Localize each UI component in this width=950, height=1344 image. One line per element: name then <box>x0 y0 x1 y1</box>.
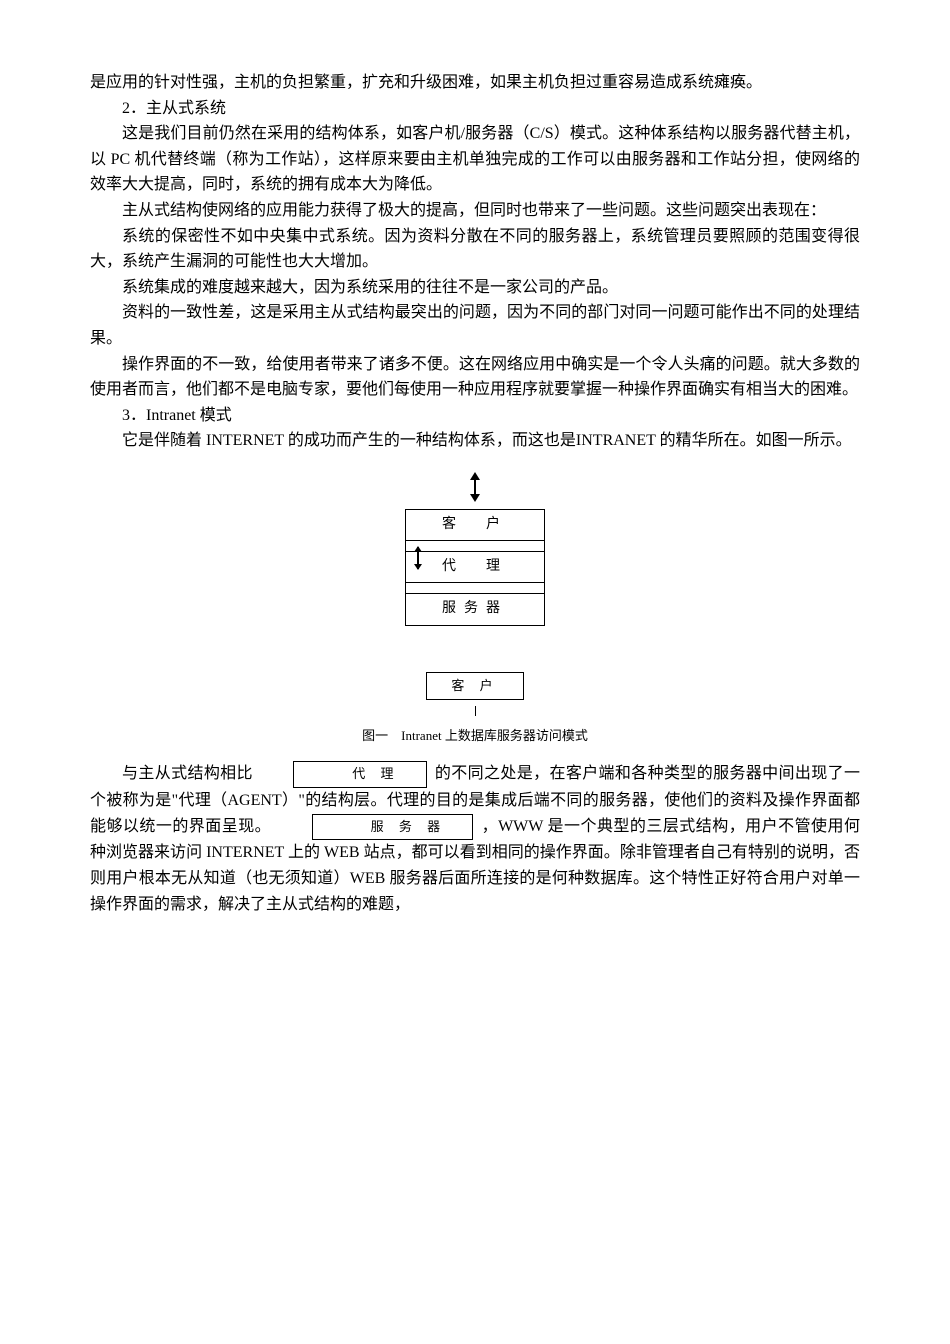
tier-client: 客 户 <box>406 510 544 541</box>
three-tier-stack: 客 户 代 理 服务器 <box>405 509 545 626</box>
paragraph-with-inline-boxes: 与主从式结构相比 代 理 的不同之处是，在客户端和各种类型的服务器中间出现了一个… <box>90 761 860 917</box>
spacer <box>406 541 544 552</box>
text-run: 与主从式结构相比 <box>122 765 253 782</box>
paragraph: 操作界面的不一致，给使用者带来了诸多不便。这在网络应用中确实是一个令人头痛的问题… <box>90 352 860 403</box>
box-server: 服 务 器 <box>312 814 474 841</box>
secondary-client-box: 客 户 <box>90 666 860 717</box>
paragraph: 资料的一致性差，这是采用主从式结构最突出的问题，因为不同的部门对同一问题可能作出… <box>90 300 860 351</box>
figure-caption: 图一 Intranet 上数据库服务器访问模式 <box>90 726 860 747</box>
tier-server: 服务器 <box>406 594 544 624</box>
spacer <box>406 583 544 594</box>
inline-server-box: 服 务 器 <box>280 814 474 841</box>
heading-3: 3．Intranet 模式 <box>90 403 860 429</box>
double-arrow-icon <box>417 547 419 569</box>
heading-2: 2．主从式系统 <box>90 96 860 122</box>
paragraph: 系统的保密性不如中央集中式系统。因为资料分散在不同的服务器上，系统管理员要照顾的… <box>90 224 860 275</box>
paragraph: 系统集成的难度越来越大，因为系统采用的往往不是一家公司的产品。 <box>90 275 860 301</box>
figure-1-diagram: 客 户 代 理 服务器 <box>90 474 860 626</box>
box-client: 客 户 <box>426 672 523 701</box>
paragraph: 它是伴随着 INTERNET 的成功而产生的一种结构体系，而这也是INTRANE… <box>90 428 860 454</box>
double-arrow-icon <box>474 474 476 500</box>
box-agent: 代 理 <box>293 761 426 788</box>
paragraph: 这是我们目前仍然在采用的结构体系，如客户机/服务器（C/S）模式。这种体系结构以… <box>90 121 860 198</box>
paragraph: 主从式结构使网络的应用能力获得了极大的提高，但同时也带来了一些问题。这些问题突出… <box>90 198 860 224</box>
connector-line <box>475 706 476 716</box>
paragraph: 是应用的针对性强，主机的负担繁重，扩充和升级困难，如果主机负担过重容易造成系统瘫… <box>90 70 860 96</box>
tier-agent: 代 理 <box>406 552 544 583</box>
inline-agent-box: 代 理 <box>261 761 426 788</box>
